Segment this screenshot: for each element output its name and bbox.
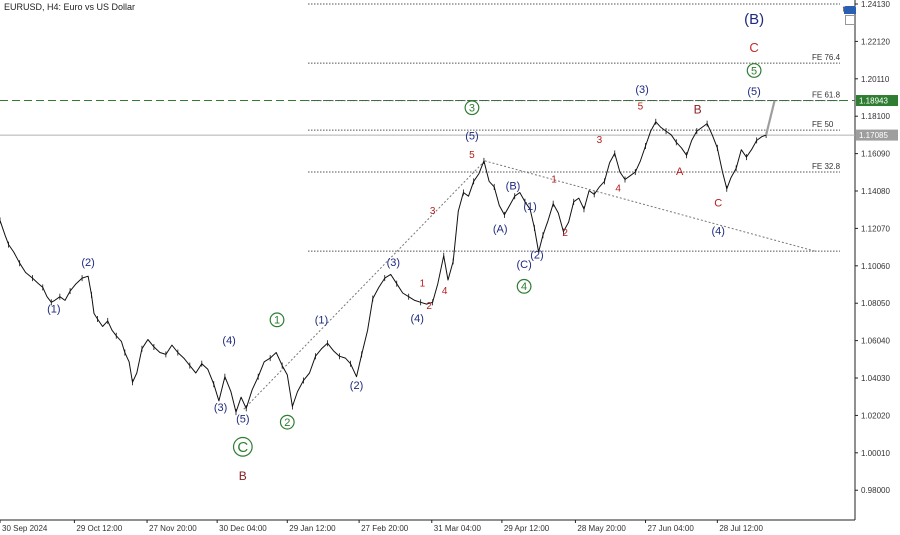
graduation-cap-icon[interactable] [844, 6, 856, 14]
wave-circle [269, 312, 285, 328]
price-tag [856, 129, 898, 141]
trend-line [243, 160, 486, 410]
y-tick-label: 1.02020 [861, 411, 890, 420]
price-line-series [0, 121, 767, 413]
y-tick-label: 1.14080 [861, 187, 890, 196]
wave-label: 4 [442, 286, 448, 297]
y-axis: 1.24130 1.22120 1.20110 1.18100 1.16090 1.140… [855, 0, 890, 495]
y-tick-label: 1.22120 [861, 37, 890, 46]
wave-label: (1) [47, 304, 60, 316]
y-tick-label: 0.98000 [861, 486, 890, 495]
fib-label: FE 32.8 [812, 162, 841, 171]
wave-label: (1) [523, 201, 536, 213]
wave-label: (B) [744, 11, 764, 28]
wave-label: 2 [562, 228, 568, 239]
wave-circle [232, 436, 253, 457]
x-tick-label: 31 Mar 04:00 [434, 524, 482, 533]
wave-label: 5 [751, 65, 757, 77]
wave-label: (3) [214, 402, 227, 414]
wave-labels: (1)(2)(3)(4)(5)CB12(1)(2)(3)(4)12343(5)5… [47, 11, 764, 483]
x-tick-label: 27 Nov 20:00 [149, 524, 197, 533]
wave-label: (C) [516, 259, 531, 271]
x-tick-label: 29 Oct 12:00 [76, 524, 122, 533]
wave-label: B [694, 102, 702, 116]
x-tick-label: 28 Jul 12:00 [719, 524, 763, 533]
corner-label: t [843, 5, 845, 14]
wave-label: 1 [274, 315, 280, 327]
chart-title: EURUSD, H4: Euro vs US Dollar [4, 2, 136, 12]
fib-label: FE 76.4 [812, 53, 841, 62]
wave-label: 5 [469, 150, 475, 161]
price-series [0, 100, 776, 416]
y-tick-label: 1.10060 [861, 262, 890, 271]
wave-circle [279, 414, 295, 430]
wave-label: 3 [469, 103, 475, 115]
wave-label: 4 [521, 281, 527, 293]
wave-label: (3) [387, 257, 400, 269]
wave-label: 2 [426, 301, 432, 312]
wave-label: C [714, 197, 722, 209]
price-tag [856, 95, 898, 107]
wave-label: (5) [465, 130, 478, 142]
fib-label: FE 50 [812, 120, 834, 129]
x-tick-label: 27 Feb 20:00 [361, 524, 409, 533]
price-tag-label: 1.18943 [859, 97, 888, 106]
y-tick-label: 1.08050 [861, 299, 890, 308]
x-axis: 30 Sep 2024 29 Oct 12:00 27 Nov 20:00 30 De… [0, 520, 763, 533]
wave-label: (3) [635, 84, 648, 96]
y-tick-label: 1.18100 [861, 112, 890, 121]
wave-label: 1 [551, 174, 557, 185]
y-tick-label: 1.20110 [861, 75, 890, 84]
wave-label: (A) [493, 224, 508, 236]
wave-label: (1) [315, 315, 328, 327]
wave-label: (2) [530, 250, 543, 262]
trend-lines [243, 160, 815, 410]
trend-line [484, 160, 815, 252]
x-tick-label: 27 Jun 04:00 [648, 524, 695, 533]
wave-label: 3 [430, 206, 436, 217]
wave-label: C [749, 40, 758, 55]
wave-label: (4) [222, 335, 235, 347]
wave-label: 5 [638, 102, 644, 113]
wave-circle [516, 278, 532, 294]
wave-label: (2) [81, 257, 94, 269]
y-tick-label: 1.06040 [861, 337, 890, 346]
wave-label: B [239, 469, 247, 483]
wave-label: (5) [236, 413, 249, 425]
wave-label: C [237, 439, 248, 456]
wave-label: (5) [747, 86, 760, 98]
projection-line [765, 100, 776, 136]
x-tick-label: 29 Jan 12:00 [289, 524, 336, 533]
price-tag-label: 1.17085 [859, 131, 888, 140]
x-tick-label: 29 Apr 12:00 [504, 524, 550, 533]
wave-label: 1 [420, 278, 426, 289]
wave-label: (4) [711, 225, 724, 237]
wave-circle [746, 63, 762, 78]
wave-circle [464, 100, 480, 116]
window-toggle-icon[interactable] [845, 15, 855, 25]
fib-label: FE 61.8 [812, 91, 841, 100]
wave-label: (4) [411, 313, 424, 325]
y-tick-label: 1.04030 [861, 374, 890, 383]
price-tags: 1.18943 1.17085 [856, 95, 898, 141]
y-tick-label: 1.12070 [861, 224, 890, 233]
x-tick-label: 30 Sep 2024 [2, 524, 48, 533]
y-tick-label: 1.00010 [861, 449, 890, 458]
wave-label: A [676, 166, 684, 178]
wave-label: (B) [506, 181, 521, 193]
wave-label: 2 [284, 417, 290, 429]
x-tick-label: 30 Dec 04:00 [219, 524, 267, 533]
y-tick-label: 1.16090 [861, 150, 890, 159]
wave-label: (2) [350, 380, 363, 392]
wave-label: 4 [615, 184, 621, 195]
fib-levels: FE 76.4 FE 61.8 FE 50 FE 32.8 [308, 3, 841, 252]
y-tick-label: 1.24130 [861, 0, 890, 9]
wave-label: 3 [597, 135, 603, 146]
x-tick-label: 28 May 20:00 [577, 524, 626, 533]
chart-grid [0, 0, 856, 521]
